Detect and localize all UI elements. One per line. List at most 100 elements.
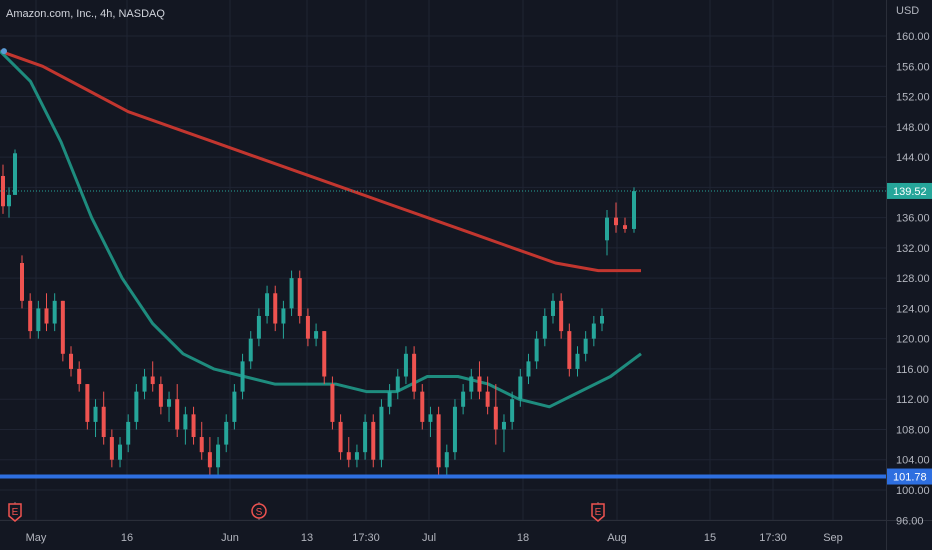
price-tick-label: 148.00: [896, 122, 930, 134]
candle-body: [85, 384, 90, 422]
earnings-marker[interactable]: [591, 503, 605, 522]
candle-body: [134, 391, 139, 422]
candle-body: [354, 452, 359, 460]
price-tick-label: 124.00: [896, 303, 930, 315]
candle-body: [371, 421, 376, 460]
candle-body: [322, 331, 327, 377]
candle-body: [428, 414, 433, 422]
candle-body: [346, 452, 351, 460]
candle-body: [605, 217, 609, 241]
support-badge: [887, 468, 932, 485]
candle-body: [183, 414, 188, 430]
candle-body: [314, 331, 319, 339]
price-tick-label: 116.00: [896, 364, 929, 376]
candle-body: [273, 293, 278, 324]
earnings-marker[interactable]: [8, 503, 22, 522]
candle-body: [256, 315, 261, 339]
candle-body: [281, 308, 286, 324]
time-tick-label: 17:30: [759, 532, 787, 544]
candle-body: [338, 421, 343, 453]
candle-body: [623, 225, 627, 229]
candle-body: [420, 391, 425, 422]
time-tick-label: 13: [301, 532, 313, 544]
ma-slow-line: [0, 49, 641, 273]
candle-body: [575, 353, 580, 369]
candle-body: [614, 217, 618, 226]
candle-body: [232, 391, 237, 422]
candle-body: [526, 361, 531, 377]
candle-body: [510, 399, 515, 422]
price-tick-label: 128.00: [896, 273, 930, 285]
price-tick-label: 96.00: [896, 515, 924, 527]
candle-body: [167, 399, 172, 407]
price-tick-label: 132.00: [896, 243, 930, 255]
candle-body: [248, 338, 253, 362]
time-tick-label: Aug: [607, 532, 627, 544]
candle-body: [36, 308, 41, 332]
candle-body: [109, 437, 114, 460]
candle-body: [7, 194, 11, 207]
candle-body: [477, 376, 482, 392]
candle-body: [199, 437, 204, 453]
candle-body: [632, 191, 636, 229]
candle-body: [142, 376, 147, 392]
time-tick-label: 15: [704, 532, 716, 544]
time-tick-label: May: [26, 532, 47, 544]
time-tick-label: 16: [121, 532, 133, 544]
event-marker-label: S: [256, 507, 263, 518]
candle-body: [207, 452, 212, 468]
ma-fast-line: [0, 50, 642, 409]
candle-body: [363, 421, 368, 453]
time-tick-label: 17:30: [352, 532, 380, 544]
candle-body: [69, 353, 74, 369]
candle-body: [289, 278, 294, 309]
last-price-badge: [887, 182, 932, 199]
candle-body: [493, 406, 498, 430]
candle-body: [297, 278, 302, 316]
price-tick-label: 100.00: [896, 485, 930, 497]
price-tick-label: 120.00: [896, 334, 930, 346]
candle-body: [452, 406, 457, 453]
last-price-value: 139.52: [893, 186, 927, 198]
price-tick-label: 104.00: [896, 455, 930, 467]
candle-body: [542, 315, 547, 339]
split-marker[interactable]: [251, 503, 267, 519]
candle-body: [101, 406, 106, 438]
currency-label: USD: [896, 5, 919, 17]
time-tick-label: Jul: [422, 532, 436, 544]
candle-body: [485, 391, 490, 407]
time-tick-label: Sep: [823, 532, 843, 544]
candle-body: [44, 308, 49, 324]
candle-body: [224, 421, 229, 445]
support-value: 101.78: [893, 472, 927, 484]
candle-body: [150, 376, 155, 385]
time-tick-label: Jun: [221, 532, 239, 544]
chart-title: Amazon.com, Inc., 4h, NASDAQ: [6, 8, 165, 20]
candle-body: [501, 421, 506, 430]
candle-body: [403, 353, 408, 377]
candle-body: [77, 368, 82, 385]
candle-body: [550, 300, 555, 316]
candle-body: [600, 315, 604, 324]
price-tick-label: 144.00: [896, 152, 930, 164]
candle-body: [13, 153, 17, 195]
event-marker-label: E: [12, 507, 19, 518]
price-tick-label: 108.00: [896, 424, 930, 436]
candle-body: [469, 376, 474, 392]
candle-body: [591, 323, 596, 339]
candle-body: [412, 353, 417, 392]
candle-body: [28, 300, 33, 332]
candle-body: [175, 399, 180, 430]
candle-body: [126, 421, 131, 445]
candle-body: [118, 444, 123, 460]
candle-body: [20, 263, 24, 301]
candle-body: [387, 391, 392, 407]
candle-body: [559, 300, 564, 332]
candle-body: [158, 384, 163, 407]
candle-body: [534, 338, 539, 362]
candle-body: [305, 315, 310, 339]
ma-start-dot: [1, 48, 7, 55]
